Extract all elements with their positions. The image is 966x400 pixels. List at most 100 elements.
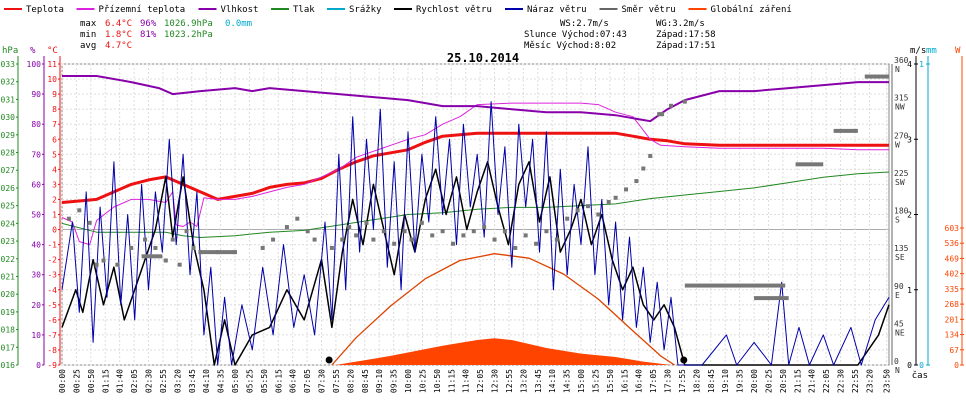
wind-dir-point-24 xyxy=(340,237,345,242)
left-axis-label-1-6: 60 xyxy=(31,180,41,189)
series-line-5 xyxy=(331,253,675,366)
wind-dir-point-9 xyxy=(163,258,168,263)
left-axis-label-1-5: 50 xyxy=(31,211,41,220)
series-line-1 xyxy=(61,102,889,246)
x-tick-label-29: 12:05 xyxy=(476,369,485,393)
wind-dir-point-42 xyxy=(513,245,518,250)
info-moon: Měsíc Východ:8:02 xyxy=(524,41,616,51)
left-axis-unit-0: hPa xyxy=(2,46,18,56)
x-tick-label-13: 05:25 xyxy=(245,369,254,393)
right-axis-label-1-0: 0 xyxy=(919,361,924,370)
x-tick-label-18: 07:30 xyxy=(318,369,327,393)
wind-dir-point-30 xyxy=(392,241,397,246)
direction-dir-5: SW xyxy=(895,178,905,187)
series-line-2 xyxy=(62,75,889,123)
series-radiation-area xyxy=(335,338,672,365)
wind-dir-bar-4 xyxy=(754,296,789,301)
wind-dir-point-39 xyxy=(482,225,487,230)
right-axis-label-2-9: 603 xyxy=(945,224,960,233)
left-axis-label-2-0: -9 xyxy=(47,361,57,370)
left-axis-label-2-14: 5 xyxy=(52,150,57,159)
series-line-3 xyxy=(61,171,890,238)
wind-dir-point-55 xyxy=(641,166,646,171)
wind-dir-point-23 xyxy=(329,245,334,250)
direction-dir-4: S xyxy=(895,216,900,225)
x-tick-label-42: 17:30 xyxy=(664,369,673,393)
x-tick-label-3: 01:15 xyxy=(101,369,110,393)
direction-label-5: 225 xyxy=(894,169,909,178)
series-line-7 xyxy=(61,101,890,366)
left-axis-label-2-15: 6 xyxy=(52,135,57,144)
left-axis-label-2-16: 7 xyxy=(52,120,57,129)
x-tick-label-26: 10:50 xyxy=(433,369,442,393)
wind-dir-point-36 xyxy=(451,241,456,246)
legend-label-6: Náraz větru xyxy=(527,5,587,15)
left-axis-label-0-12: 1028 xyxy=(0,149,15,158)
legend-label-1: Přízemní teplota xyxy=(99,5,186,15)
right-axis-label-0-4: 4 xyxy=(907,60,912,69)
wind-dir-point-13 xyxy=(191,245,196,250)
sunrise-marker xyxy=(325,356,333,364)
left-axis-label-0-7: 1023 xyxy=(0,237,15,246)
right-axis-label-2-4: 268 xyxy=(945,300,960,309)
info-sun-set: Západ:17:58 xyxy=(656,30,716,40)
direction-dir-2: E xyxy=(895,291,900,300)
left-axis-label-0-17: 1033 xyxy=(0,60,15,69)
wind-dir-point-28 xyxy=(371,237,376,242)
wind-dir-point-4 xyxy=(101,258,106,263)
direction-label-8: 360 xyxy=(894,56,909,65)
wind-dir-point-38 xyxy=(471,229,476,234)
right-axis-label-2-0: 0 xyxy=(954,361,959,370)
wind-dir-point-27 xyxy=(364,220,369,225)
legend-label-4: Srážky xyxy=(349,5,382,15)
legend-label-3: Tlak xyxy=(293,5,315,15)
wind-dir-point-52 xyxy=(613,195,618,200)
x-tick-label-38: 15:50 xyxy=(606,369,615,393)
right-axes: 0N45NE90E135SE180S225SW270W315NW360Nm/s0… xyxy=(891,46,964,375)
wind-dir-bar-0 xyxy=(141,254,163,259)
wind-dir-point-11 xyxy=(177,262,182,267)
direction-label-3: 135 xyxy=(894,244,909,253)
right-axis-label-0-3: 3 xyxy=(907,135,912,144)
stat-avg-label: avg xyxy=(80,41,96,51)
wind-dir-point-45 xyxy=(544,229,549,234)
x-tick-label-52: 21:40 xyxy=(808,369,817,393)
left-axis-label-1-9: 90 xyxy=(31,90,41,99)
wind-dir-point-0 xyxy=(66,216,71,221)
direction-label-1: 45 xyxy=(894,319,904,328)
wind-dir-bar-5 xyxy=(795,162,824,167)
wind-dir-point-35 xyxy=(440,229,445,234)
x-tick-label-33: 13:45 xyxy=(534,369,543,393)
left-axis-label-0-15: 1031 xyxy=(0,95,15,104)
direction-dir-7: NW xyxy=(895,103,905,112)
wind-dir-point-16 xyxy=(233,250,238,255)
wind-dir-point-20 xyxy=(295,216,300,221)
x-tick-label-22: 09:10 xyxy=(375,369,384,393)
left-axis-label-2-17: 8 xyxy=(52,105,57,114)
left-axis-unit-1: % xyxy=(30,46,36,56)
x-tick-label-28: 11:40 xyxy=(462,369,471,393)
x-tick-label-1: 00:25 xyxy=(72,369,81,393)
x-tick-label-43: 17:55 xyxy=(678,369,687,393)
x-tick-label-19: 07:55 xyxy=(332,369,341,393)
left-axis-label-0-14: 1030 xyxy=(0,113,15,122)
right-axis-label-2-6: 402 xyxy=(945,270,960,279)
stat-avg-temp: 4.7°C xyxy=(105,41,132,51)
wind-dir-point-49 xyxy=(585,204,590,209)
x-tick-label-21: 08:45 xyxy=(361,369,370,393)
direction-dir-0: N xyxy=(895,366,900,375)
left-axis-label-0-5: 1021 xyxy=(0,272,15,281)
left-axis-label-2-6: -3 xyxy=(47,271,57,280)
wind-dir-point-53 xyxy=(624,187,629,192)
wind-dir-point-26 xyxy=(354,233,359,238)
x-tick-label-55: 22:55 xyxy=(851,369,860,393)
right-axis-label-2-7: 469 xyxy=(945,254,960,263)
right-axis-label-0-1: 1 xyxy=(907,286,912,295)
wind-dir-point-47 xyxy=(565,216,570,221)
wind-dir-point-3 xyxy=(94,262,99,267)
x-tick-label-12: 05:00 xyxy=(231,369,240,393)
x-tick-label-57: 23:50 xyxy=(883,369,892,393)
